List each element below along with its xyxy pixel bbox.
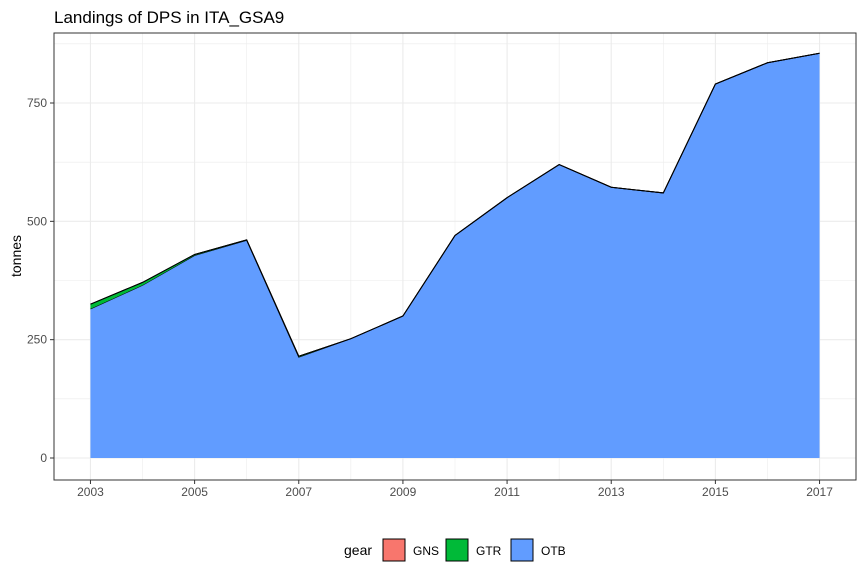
legend-label-gns: GNS (413, 544, 439, 558)
y-tick-label: 750 (27, 96, 47, 110)
x-tick-label: 2009 (390, 485, 417, 499)
x-tick-label: 2003 (77, 485, 104, 499)
legend-label-gtr: GTR (476, 544, 502, 558)
y-axis: 0 250 500 750 (27, 96, 54, 465)
legend-key-gns (382, 538, 406, 562)
x-tick-label: 2005 (181, 485, 208, 499)
area-outline-gns (90, 52, 820, 357)
chart-title: Landings of DPS in ITA_GSA9 (54, 8, 284, 27)
panel-border (53, 32, 857, 481)
legend-key-otb (510, 538, 534, 562)
legend: gear GNS GTR OTB (344, 538, 566, 562)
x-tick-label: 2013 (598, 485, 625, 499)
legend-key-gtr (445, 538, 469, 562)
x-axis: 2003 2005 2007 2009 2011 2013 2015 2017 (77, 480, 833, 499)
y-axis-title: tonnes (8, 235, 24, 277)
y-tick-label: 500 (27, 214, 47, 228)
legend-label-otb: OTB (541, 544, 566, 558)
y-tick-label: 0 (40, 451, 47, 465)
x-tick-label: 2015 (702, 485, 729, 499)
area-otb (90, 53, 820, 459)
x-tick-label: 2011 (494, 485, 520, 499)
x-tick-label: 2007 (285, 485, 312, 499)
x-tick-label: 2017 (806, 485, 833, 499)
legend-title: gear (344, 542, 372, 558)
y-tick-label: 250 (27, 333, 47, 347)
plot-areas (90, 52, 820, 459)
